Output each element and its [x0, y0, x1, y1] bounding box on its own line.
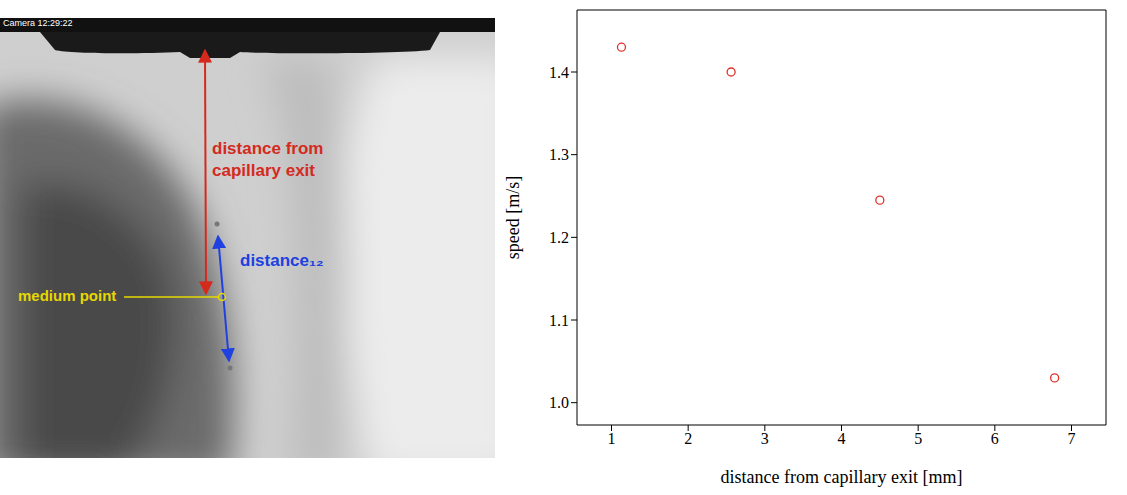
svg-text:1.3: 1.3 [549, 146, 569, 163]
html-text:distance from capillary exit: distance from capillary exit [212, 139, 324, 180]
svg-text:4: 4 [838, 430, 846, 447]
html-text:Camera 12:29:22: Camera 12:29:22 [3, 18, 73, 28]
svg-text:5: 5 [914, 430, 922, 447]
html-text:medium point: medium point [18, 287, 117, 304]
svg-text:1.2: 1.2 [549, 229, 569, 246]
svg-text:1.4: 1.4 [549, 64, 569, 81]
svg-text:distance from capillary exit [: distance from capillary exit [mm] [721, 467, 963, 487]
svg-text:1.0: 1.0 [549, 394, 569, 411]
svg-text:speed [m/s]: speed [m/s] [503, 176, 523, 259]
svg-text:2: 2 [684, 430, 692, 447]
html-text:distance₁₂: distance₁₂ [240, 251, 324, 270]
svg-text:1: 1 [608, 430, 616, 447]
svg-text:1.1: 1.1 [549, 312, 569, 329]
svg-text:6: 6 [991, 430, 999, 447]
svg-text:3: 3 [761, 430, 769, 447]
svg-text:7: 7 [1068, 430, 1076, 447]
